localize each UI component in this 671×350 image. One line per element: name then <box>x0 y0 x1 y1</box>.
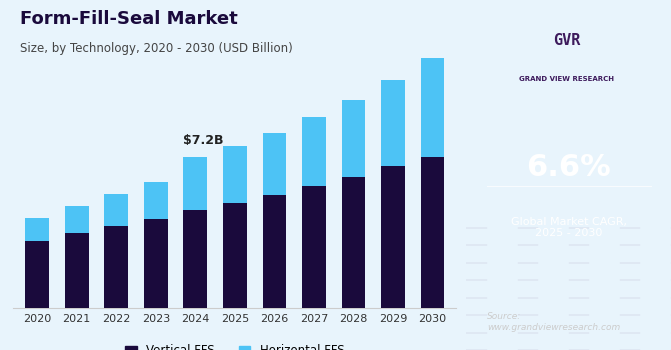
Text: Form-Fill-Seal Market: Form-Fill-Seal Market <box>20 10 238 28</box>
Bar <box>302 117 326 186</box>
Bar <box>144 219 168 308</box>
Bar <box>65 206 89 233</box>
Text: 6.6%: 6.6% <box>526 154 611 182</box>
Bar <box>262 133 287 195</box>
Bar <box>302 186 326 308</box>
Legend: Vertical FFS, Horizontal FFS: Vertical FFS, Horizontal FFS <box>121 340 349 350</box>
Bar <box>223 146 247 203</box>
Bar <box>105 226 128 308</box>
Bar <box>262 195 287 308</box>
Bar <box>105 194 128 226</box>
Bar <box>421 58 444 157</box>
Bar <box>223 203 247 308</box>
Text: GRAND VIEW RESEARCH: GRAND VIEW RESEARCH <box>519 76 615 82</box>
Text: Global Market CAGR,
2025 - 2030: Global Market CAGR, 2025 - 2030 <box>511 217 627 238</box>
Bar <box>183 157 207 210</box>
Bar <box>421 157 444 308</box>
Text: Size, by Technology, 2020 - 2030 (USD Billion): Size, by Technology, 2020 - 2030 (USD Bi… <box>20 42 293 55</box>
Bar <box>381 166 405 308</box>
Bar <box>381 80 405 166</box>
Bar <box>183 210 207 308</box>
Bar <box>342 177 365 308</box>
Text: Source:
www.grandviewresearch.com: Source: www.grandviewresearch.com <box>487 312 620 332</box>
Bar <box>65 233 89 308</box>
Bar <box>342 100 365 177</box>
Bar <box>25 218 49 241</box>
Text: $7.2B: $7.2B <box>183 134 224 147</box>
Bar <box>25 241 49 308</box>
Text: GVR: GVR <box>554 33 580 48</box>
Bar <box>144 182 168 219</box>
